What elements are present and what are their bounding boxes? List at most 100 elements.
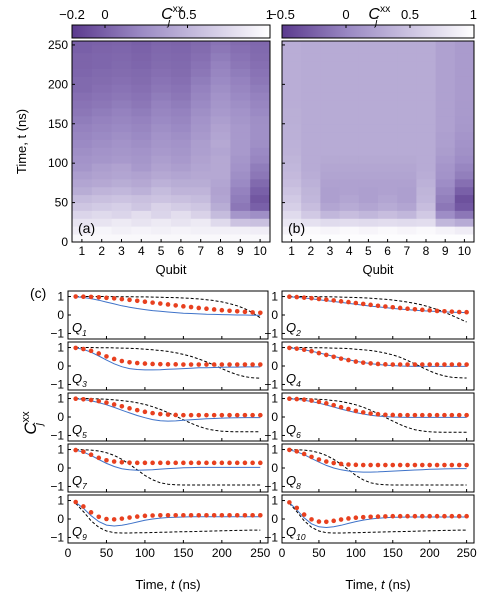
data-point	[338, 404, 344, 410]
data-point	[111, 402, 117, 407]
y-tick-label: 1	[57, 443, 64, 457]
x-tick-label: 100	[135, 546, 155, 560]
data-point	[338, 461, 344, 467]
data-point	[134, 360, 140, 366]
heatmap-cell	[131, 226, 152, 235]
data-point	[119, 516, 125, 521]
data-point	[464, 412, 469, 418]
heatmap-cell	[301, 234, 321, 243]
data-point	[150, 513, 155, 518]
heatmap-cell	[190, 234, 211, 243]
heatmap-cell	[230, 218, 251, 227]
heatmap-cell	[210, 218, 231, 227]
heatmap-cell	[151, 186, 172, 196]
y-tick-label: −1	[50, 377, 64, 391]
x-tick-label: 250	[457, 546, 477, 560]
y-tick-label: −1	[50, 326, 64, 340]
heatmap-cell	[171, 171, 192, 180]
data-point	[338, 299, 344, 304]
heatmap-cell	[151, 163, 172, 172]
heatmap-cell	[339, 123, 360, 133]
y-tick-label: 0	[271, 410, 278, 424]
data-point	[316, 519, 322, 524]
heatmap-cell	[210, 108, 231, 117]
data-point	[301, 347, 307, 353]
data-point	[196, 513, 202, 518]
heatmap-cell	[435, 194, 456, 203]
heatmap-cell	[131, 123, 152, 133]
heatmap-cell	[378, 76, 398, 85]
heatmap-cell	[190, 171, 211, 180]
heatmap-cell	[190, 210, 211, 219]
heatmap-cell	[210, 41, 231, 46]
heatmap-cell	[171, 68, 192, 77]
heatmap-cell	[320, 68, 340, 77]
data-point	[181, 362, 186, 367]
heatmap-cell	[301, 178, 321, 188]
heatmap-cell	[454, 41, 475, 46]
heatmap-cell	[435, 108, 456, 117]
heatmap-cell	[250, 171, 271, 180]
heatmap-cell	[320, 76, 340, 85]
dashed-line	[289, 502, 467, 534]
heatmap-cell	[171, 131, 192, 140]
heatmap-cell	[111, 194, 132, 203]
x-tick-label: 9	[237, 244, 244, 258]
heatmap-cell	[339, 202, 360, 211]
heatmap-cell	[435, 123, 456, 133]
y-tick-label: 250	[48, 38, 68, 52]
heatmap-cell	[454, 178, 475, 188]
y-tick-label: −1	[50, 530, 64, 544]
data-point	[294, 396, 300, 402]
heatmap-cell	[416, 41, 436, 46]
heatmap-cell	[151, 92, 172, 101]
heatmap-cell	[131, 171, 152, 180]
heatmap-cell	[454, 202, 475, 211]
heatmap-cell	[282, 155, 302, 164]
data-point	[227, 362, 232, 367]
heatmap-cell	[210, 210, 231, 219]
heatmap-cell	[151, 41, 172, 46]
data-point	[397, 513, 403, 519]
data-point	[368, 411, 373, 416]
data-point	[309, 348, 314, 354]
heatmap-cell	[210, 178, 231, 188]
heatmap-cell	[397, 163, 417, 172]
data-point	[309, 398, 314, 403]
heatmap-cell	[358, 52, 379, 62]
heatmap-cell	[397, 44, 417, 54]
data-point	[81, 294, 86, 300]
heatmap-cell	[435, 178, 456, 188]
heatmap-cell	[72, 202, 93, 211]
heatmap-cell	[378, 218, 398, 227]
data-point	[250, 362, 255, 367]
heatmap-cell	[131, 178, 152, 188]
data-point	[294, 505, 300, 511]
heatmap-cell	[111, 163, 132, 172]
heatmap-cell	[378, 60, 398, 69]
heatmap-cell	[72, 108, 93, 117]
heatmap-cell	[131, 163, 152, 172]
y-tick-label: 0	[61, 235, 68, 249]
heatmap-cell	[151, 210, 172, 219]
heatmap-cell	[435, 171, 456, 180]
heatmap-cell	[339, 100, 360, 109]
data-point	[227, 513, 232, 518]
heatmap-cell	[378, 52, 398, 62]
heatmap-cell	[339, 76, 360, 85]
data-point	[165, 412, 171, 417]
heatmap-cell	[397, 131, 417, 140]
heatmap-cell	[301, 218, 321, 227]
heatmap-cell	[250, 139, 271, 148]
data-point	[456, 412, 462, 418]
heatmap-cell	[378, 178, 398, 188]
heatmap-cell	[210, 171, 231, 180]
data-point	[456, 362, 462, 367]
heatmap-cell	[416, 178, 436, 188]
data-point	[158, 411, 163, 417]
y-tick-label: 1	[271, 443, 278, 457]
heatmap-cell	[171, 108, 192, 117]
heatmap-cell	[301, 123, 321, 133]
data-point	[405, 362, 410, 367]
